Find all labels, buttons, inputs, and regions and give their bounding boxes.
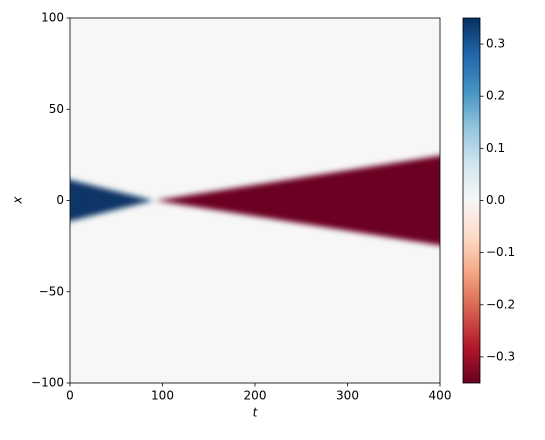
y-tick-label: −100	[31, 376, 64, 390]
colorbar-tick-label: 0.2	[486, 89, 505, 103]
x-tick-label: 100	[151, 389, 174, 403]
heatmap-region	[70, 179, 154, 222]
y-axis-label: x	[11, 196, 25, 205]
x-tick-label: 400	[429, 389, 452, 403]
y-tick-label: 50	[49, 102, 64, 116]
colorbar	[462, 17, 481, 384]
y-tick-label: 0	[56, 193, 64, 207]
heatmap-region	[155, 155, 440, 246]
colorbar-tick-label: −0.1	[486, 245, 515, 259]
heatmap	[70, 18, 440, 383]
y-tick-label: 100	[41, 11, 64, 25]
y-tick-label: −50	[39, 284, 64, 298]
x-tick-label: 200	[244, 389, 267, 403]
x-tick-label: 0	[66, 389, 74, 403]
colorbar-tick-label: 0.0	[486, 193, 505, 207]
colorbar-tick-label: 0.3	[486, 37, 505, 51]
colorbar-tick-label: −0.2	[486, 297, 515, 311]
x-tick-label: 300	[336, 389, 359, 403]
colorbar-tick-label: 0.1	[486, 141, 505, 155]
x-axis-label: t	[253, 406, 259, 420]
colorbar-tick-label: −0.3	[486, 349, 515, 363]
